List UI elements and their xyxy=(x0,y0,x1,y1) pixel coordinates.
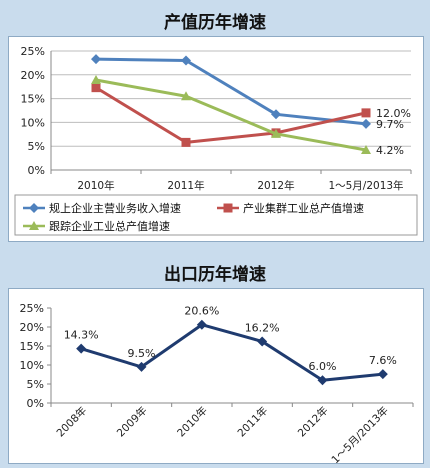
data-label: 7.6% xyxy=(369,354,397,367)
chart2-panel: 0% 5% 10% 15% 20% 25% 2008年 2009年 2010年 2011年 2012… xyxy=(8,288,424,466)
x-tick-label: 2008年 xyxy=(54,404,90,440)
x-tick-label: 2012年 xyxy=(257,179,294,192)
legend-marker xyxy=(29,221,39,230)
data-point xyxy=(136,361,147,372)
data-label: 14.3% xyxy=(64,329,99,342)
y-tick-label: 10% xyxy=(20,359,44,372)
legend-label: 跟踪企业工业总产值增速 xyxy=(49,219,170,233)
data-point xyxy=(91,54,101,65)
data-point xyxy=(361,108,371,118)
y-tick-label: 25% xyxy=(20,302,44,315)
data-point xyxy=(76,343,87,354)
legend-label: 产业集群工业总产值增速 xyxy=(243,201,364,215)
legend-entry: 规上企业主营业务收入增速 xyxy=(23,201,181,215)
chart2-title: 出口历年增速 xyxy=(164,265,266,285)
x-tick-label: 1～5月/2013年 xyxy=(329,404,391,463)
y-tick-label: 0% xyxy=(28,164,45,177)
data-point xyxy=(181,91,191,101)
data-point xyxy=(181,137,191,147)
data-point xyxy=(271,128,281,138)
y-tick-label: 20% xyxy=(21,69,45,82)
y-tick-label: 10% xyxy=(21,116,45,129)
legend-entry: 跟踪企业工业总产值增速 xyxy=(23,219,170,233)
x-tick-label: 2010年 xyxy=(77,179,114,192)
data-point xyxy=(91,75,101,85)
x-tick-label: 1～5月/2013年 xyxy=(328,179,403,192)
production-growth-chart: 0% 5% 10% 15% 20% 25% 2010年 2011年 2012年 1～5月/2013… xyxy=(14,45,418,236)
series-2 xyxy=(91,75,371,155)
y-tick-label: 20% xyxy=(20,321,44,334)
x-tick-label: 2011年 xyxy=(167,179,204,192)
data-label: 9.7% xyxy=(376,118,404,131)
y-tick-label: 5% xyxy=(27,378,44,391)
data-point xyxy=(317,375,328,386)
data-label: 6.0% xyxy=(309,360,337,373)
x-tick-label: 2009年 xyxy=(114,404,150,440)
y-tick-label: 5% xyxy=(28,140,45,153)
legend-marker xyxy=(29,203,39,213)
data-point xyxy=(257,336,268,347)
data-label: 4.2% xyxy=(376,144,404,157)
data-point xyxy=(181,55,191,66)
y-tick-label: 15% xyxy=(21,93,45,106)
series-line xyxy=(80,323,383,382)
legend-label: 规上企业主营业务收入增速 xyxy=(49,201,181,215)
series-line xyxy=(95,86,367,144)
data-label: 16.2% xyxy=(245,321,280,334)
data-label: 9.5% xyxy=(128,347,156,360)
series-0 xyxy=(91,54,371,129)
x-tick-label: 2010年 xyxy=(174,404,210,440)
data-point xyxy=(271,109,281,120)
x-tick-label: 2011年 xyxy=(235,404,271,440)
y-tick-label: 25% xyxy=(21,45,45,58)
series-line xyxy=(95,78,367,152)
x-tick-label: 2012年 xyxy=(295,404,331,440)
export-growth-chart: 0% 5% 10% 15% 20% 25% 2008年 2009年 2010年 2011年 2012… xyxy=(20,302,414,466)
series-line xyxy=(95,57,367,126)
chart1-panel: 0% 5% 10% 15% 20% 25% 2010年 2011年 2012年 1～5月/2013… xyxy=(8,36,424,242)
series-export xyxy=(76,319,388,386)
data-point xyxy=(361,145,371,155)
data-label: 20.6% xyxy=(184,305,219,318)
data-point xyxy=(91,83,101,93)
data-point xyxy=(361,118,371,129)
data-point xyxy=(377,369,388,380)
legend-entry: 产业集群工业总产值增速 xyxy=(217,201,364,215)
y-tick-label: 0% xyxy=(27,397,44,410)
chart1-title: 产值历年增速 xyxy=(164,13,266,33)
data-label: 12.0% xyxy=(376,107,411,120)
legend xyxy=(14,194,418,236)
y-tick-label: 15% xyxy=(20,340,44,353)
legend-marker xyxy=(223,203,233,213)
data-point xyxy=(196,319,207,330)
